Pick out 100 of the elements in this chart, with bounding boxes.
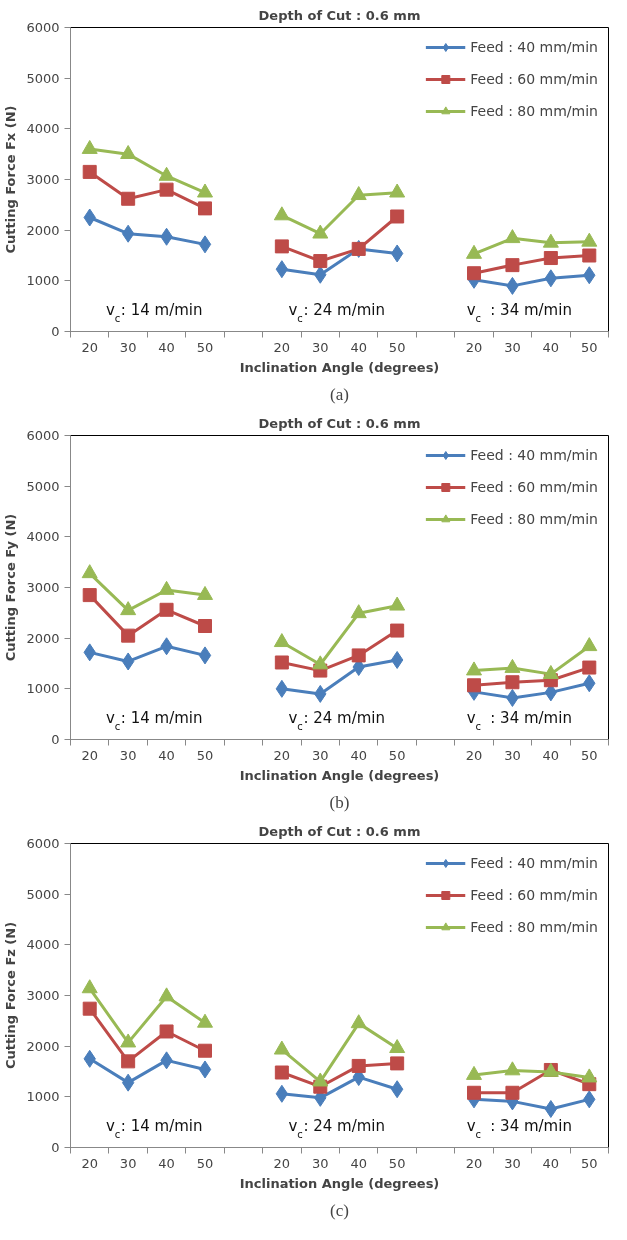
x-tick-label: 20 [81,1155,98,1171]
legend-label: Feed : 80 mm/min [470,511,598,527]
y-tick-label: 4000 [26,937,60,953]
y-tick-label: 1000 [26,1089,60,1105]
point [390,244,404,263]
y-tick-label: 4000 [26,529,60,545]
point [581,232,598,247]
point [120,1033,137,1048]
x-tick-label: 40 [158,339,175,355]
x-tick-label: 40 [542,339,560,355]
point [390,650,404,669]
point [121,224,135,243]
point [504,229,521,244]
point [198,235,212,254]
point [198,201,212,216]
x-tick-label: 20 [81,339,98,355]
point [121,628,136,643]
point [81,564,98,579]
point [198,619,212,634]
x-tick-label: 40 [542,747,560,763]
x-tick-label: 40 [350,1155,367,1171]
x-tick-label: 30 [119,1155,137,1171]
text: (a) [330,384,349,404]
point [159,1024,174,1039]
point [198,1043,212,1058]
point [312,224,329,239]
y-tick-label: 3000 [26,172,60,187]
point [121,191,136,206]
point [390,1080,404,1099]
point [158,987,175,1002]
y-axis-title: Cutting Force Fx (N) [3,105,19,254]
x-tick-label: 40 [542,1155,560,1171]
point [273,206,290,221]
y-axis-title: Cutting Force Fz (N) [3,921,19,1070]
point [81,139,98,154]
y-tick-label: 0 [51,1140,60,1155]
y-tick-label: 5000 [26,886,60,902]
point [467,1085,481,1100]
point [543,251,558,266]
point [273,1040,290,1055]
x-tick-label: 50 [581,1155,598,1171]
legend-label: Feed : 60 mm/min [470,71,598,87]
point [197,585,213,600]
point [544,269,558,288]
point [158,166,175,181]
legend-label: Feed : 60 mm/min [470,479,598,495]
point [312,655,329,670]
point [542,233,559,248]
point [389,183,406,198]
point [82,164,97,179]
point [313,254,328,269]
point [312,1072,329,1087]
y-tick-label: 5000 [26,70,60,86]
point [504,1061,521,1076]
legend-label: Feed : 40 mm/min [470,447,598,463]
point [582,248,597,263]
point [505,1085,520,1100]
x-tick-label: 40 [350,747,367,763]
x-tick-label: 30 [312,339,329,355]
point [159,182,174,197]
x-tick-label: 50 [196,339,214,355]
x-tick-label: 50 [196,747,214,763]
x-tick-label: 30 [312,747,329,763]
x-axis-title: Inclination Angle (degrees) [239,1175,440,1191]
point [390,209,405,224]
point [159,602,174,617]
legend-label: Feed : 80 mm/min [470,919,598,935]
x-tick-label: 20 [465,747,483,763]
chart-title: Depth of Cut : 0.6 mm [258,823,421,839]
point [198,1060,212,1079]
y-tick-label: 6000 [26,428,60,443]
x-tick-label: 20 [273,339,291,355]
y-tick-label: 0 [51,732,60,747]
y-tick-label: 6000 [26,20,60,35]
point [275,1084,289,1103]
point [274,1065,289,1080]
text: (c) [330,1200,349,1220]
point [505,258,520,273]
y-tick-label: 2000 [26,630,60,646]
point [351,1058,366,1073]
y-tick-label: 0 [51,324,60,339]
point [582,660,597,675]
x-tick-label: 20 [81,747,98,763]
chart-title: Depth of Cut : 0.6 mm [258,7,421,23]
y-tick-label: 5000 [26,478,60,494]
point [351,648,366,663]
point [198,646,212,665]
point [505,675,520,690]
x-tick-label: 20 [273,747,291,763]
point [544,1099,558,1118]
point [389,1039,406,1054]
x-axis-title: Inclination Angle (degrees) [239,767,440,783]
y-axis-title: Cutting Force Fy (N) [3,513,19,662]
x-axis-title: Inclination Angle (degrees) [239,359,440,375]
point [390,1056,405,1071]
point [390,623,405,638]
x-tick-label: 20 [465,1155,483,1171]
x-tick-label: 40 [158,747,175,763]
y-tick-label: 1000 [26,273,60,289]
point [197,183,213,198]
